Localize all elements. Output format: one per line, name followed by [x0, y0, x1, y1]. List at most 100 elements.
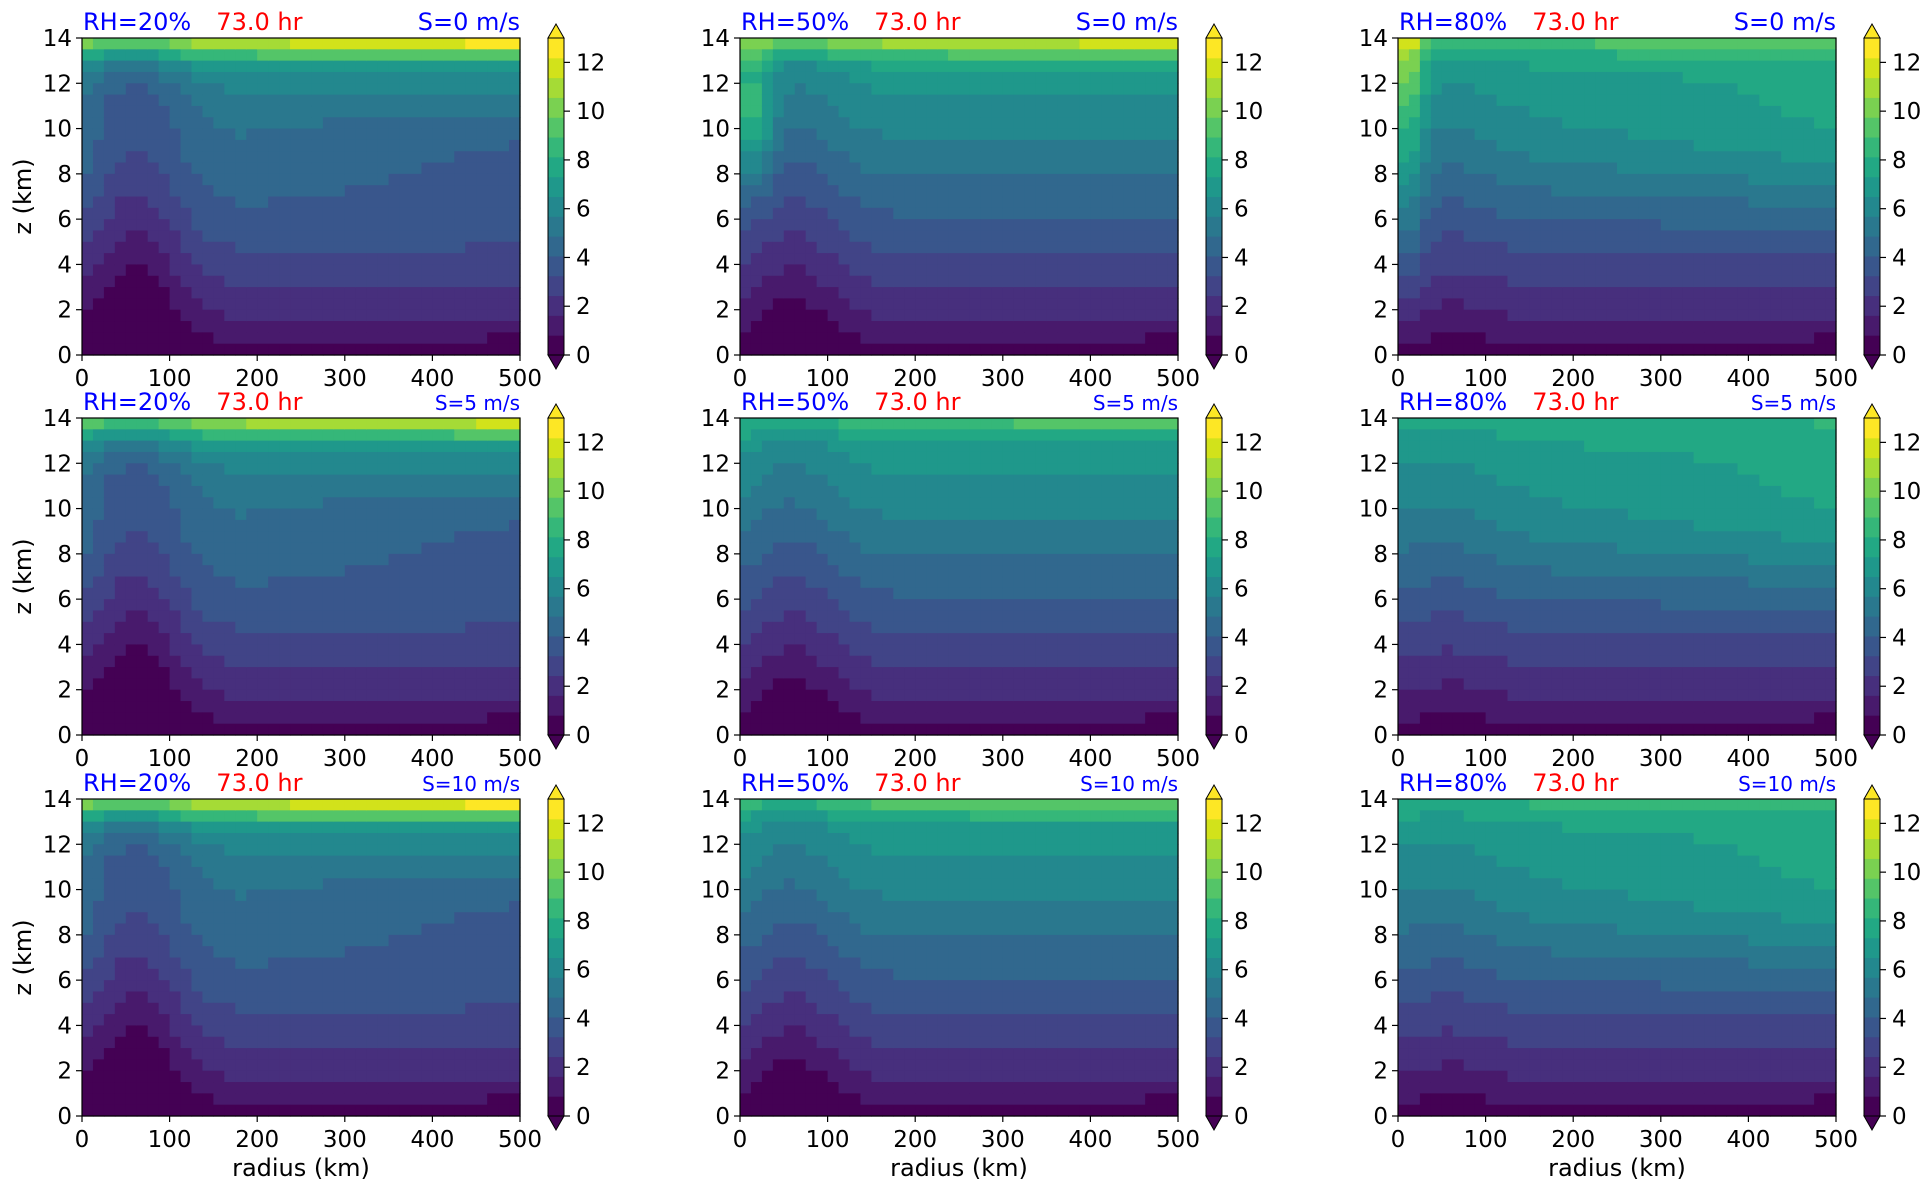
- contour-cell: [1398, 287, 1410, 299]
- contour-cell: [377, 253, 390, 266]
- contour-cell: [1573, 241, 1585, 254]
- contour-cell: [1035, 264, 1048, 277]
- contour-cell: [805, 587, 818, 600]
- contour-cell: [224, 587, 236, 600]
- contour-cell: [740, 531, 752, 544]
- contour-cell: [1013, 49, 1026, 62]
- contour-cell: [147, 151, 160, 164]
- contour-cell: [915, 230, 927, 243]
- contour-cell: [1485, 185, 1498, 198]
- contour-cell: [1584, 128, 1596, 141]
- contour-cell: [1474, 185, 1487, 198]
- contour-cell: [1452, 321, 1465, 333]
- contour-cell: [1770, 139, 1782, 152]
- contour-cell: [268, 644, 280, 657]
- contour-cell: [1617, 151, 1629, 164]
- contour-cell: [257, 508, 269, 521]
- contour-cell: [849, 230, 862, 243]
- contour-cell: [1463, 185, 1476, 198]
- contour-cell: [103, 497, 116, 510]
- contour-cell: [1693, 287, 1706, 299]
- contour-cell: [147, 83, 160, 96]
- contour-cell: [202, 173, 214, 186]
- contour-cell: [783, 519, 796, 532]
- contour-cell: [191, 440, 204, 453]
- contour-cell: [1419, 207, 1432, 220]
- contour-cell: [1101, 298, 1113, 311]
- contour-cell: [290, 418, 302, 430]
- contour-cell: [421, 332, 433, 345]
- contour-cell: [498, 576, 510, 589]
- contour-cell: [476, 712, 488, 725]
- contour-cell: [257, 60, 269, 73]
- contour-cell: [893, 105, 905, 118]
- contour-cell: [82, 38, 94, 50]
- contour-cell: [322, 264, 335, 277]
- contour-cell: [1638, 253, 1651, 266]
- contour-cell: [1781, 298, 1793, 311]
- contour-cell: [1398, 128, 1410, 141]
- contour-cell: [772, 689, 785, 702]
- contour-cell: [246, 576, 258, 589]
- contour-cell: [487, 429, 499, 442]
- contour-cell: [147, 712, 160, 725]
- contour-cell: [1145, 60, 1157, 73]
- colorbar-extend-max: [547, 22, 565, 39]
- contour-cell: [322, 712, 335, 725]
- contour-cell: [509, 576, 521, 589]
- contour-cell: [1507, 343, 1520, 356]
- contour-cell: [1419, 83, 1432, 96]
- contour-cell: [421, 241, 433, 254]
- contour-cell: [1638, 332, 1651, 345]
- contour-cell: [235, 576, 247, 589]
- contour-cell: [509, 633, 521, 646]
- contour-cell: [915, 253, 927, 266]
- contour-cell: [1638, 321, 1651, 333]
- contour-cell: [235, 230, 247, 243]
- colorbar-segment: [548, 457, 564, 478]
- contour-cell: [180, 173, 193, 186]
- contour-cell: [750, 621, 763, 634]
- contour-cell: [322, 60, 335, 73]
- contour-cell: [816, 497, 829, 510]
- contour-cell: [969, 264, 982, 277]
- contour-cell: [279, 678, 291, 691]
- contour-cell: [1398, 162, 1410, 175]
- contour-cell: [816, 185, 829, 198]
- contour-cell: [147, 723, 160, 736]
- contour-cell: [772, 173, 785, 186]
- contour-cell: [268, 599, 280, 612]
- contour-cell: [937, 128, 949, 141]
- contour-cell: [235, 418, 247, 430]
- contour-cell: [191, 508, 204, 521]
- contour-cell: [1408, 241, 1421, 254]
- contour-cell: [465, 440, 477, 453]
- contour-cell: [125, 542, 138, 555]
- contour-cell: [180, 599, 193, 612]
- contour-cell: [1638, 139, 1651, 152]
- contour-cell: [388, 689, 401, 702]
- contour-cell: [158, 485, 171, 498]
- contour-cell: [772, 309, 785, 322]
- contour-cell: [740, 440, 752, 453]
- title-time: 73.0 hr: [874, 8, 960, 36]
- contour-cell: [794, 678, 807, 691]
- contour-cell: [301, 633, 313, 646]
- contour-cell: [1024, 196, 1037, 209]
- contour-cell: [1649, 38, 1662, 50]
- contour-cell: [1792, 298, 1804, 311]
- contour-cell: [279, 497, 291, 510]
- contour-cell: [1101, 162, 1113, 175]
- contour-cell: [279, 128, 291, 141]
- contour-cell: [1540, 94, 1552, 107]
- contour-cell: [1024, 321, 1037, 333]
- contour-cell: [355, 241, 368, 254]
- contour-cell: [191, 321, 204, 333]
- contour-cell: [279, 71, 291, 84]
- contour-cell: [465, 196, 477, 209]
- contour-cell: [794, 531, 807, 544]
- contour-cell: [1638, 128, 1651, 141]
- contour-cell: [366, 298, 379, 311]
- contour-cell: [103, 71, 116, 84]
- contour-cell: [454, 587, 466, 600]
